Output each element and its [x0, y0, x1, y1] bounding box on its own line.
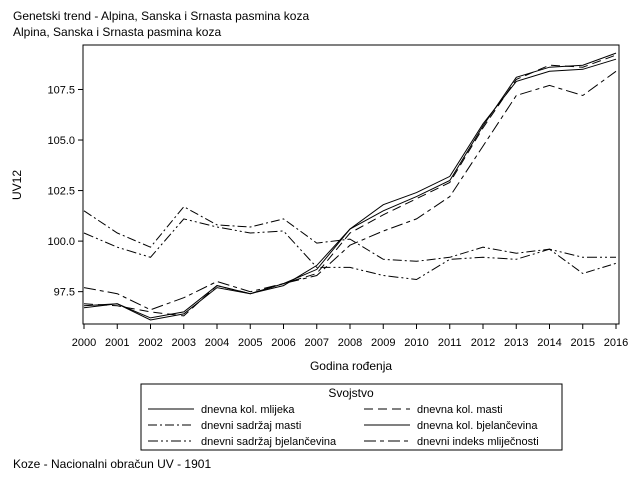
- x-tick-label: 2001: [105, 337, 129, 349]
- plot-frame: [82, 44, 620, 325]
- x-tick-label: 2002: [138, 337, 162, 349]
- x-tick-label: 2003: [172, 337, 196, 349]
- y-axis-label: UV12: [10, 170, 24, 200]
- series-line: [83, 70, 617, 311]
- chart-subtitle: Alpina, Sanska i Srnasta pasmina koza: [13, 25, 222, 39]
- y-tick-label: 102.5: [47, 186, 75, 198]
- x-axis-label: Godina rođenja: [310, 359, 392, 373]
- series-line: [83, 206, 617, 275]
- series-line: [83, 52, 617, 321]
- x-tick-label: 2011: [438, 337, 462, 349]
- legend-label: dnevna kol. masti: [417, 404, 503, 416]
- legend-label: dnevna kol. mlijeka: [201, 404, 295, 416]
- x-tick-label: 2016: [604, 337, 628, 349]
- x-tick-label: 2005: [238, 337, 262, 349]
- x-tick-label: 2007: [305, 337, 329, 349]
- y-tick-label: 105.0: [47, 135, 75, 147]
- y-tick-label: 100.0: [47, 236, 75, 248]
- legend-label: dnevni indeks mliječnosti: [417, 436, 539, 448]
- x-tick-label: 2009: [371, 337, 395, 349]
- y-tick-label: 107.5: [47, 84, 75, 96]
- x-tick-label: 2006: [271, 337, 295, 349]
- legend-title: Svojstvo: [328, 386, 374, 400]
- legend-box: [140, 383, 563, 451]
- series-line: [83, 58, 617, 319]
- x-tick-label: 2015: [571, 337, 595, 349]
- x-tick-label: 2000: [72, 337, 96, 349]
- x-tick-label: 2010: [404, 337, 428, 349]
- x-tick-label: 2004: [205, 337, 229, 349]
- x-tick-label: 2014: [537, 337, 561, 349]
- legend: Svojstvo dnevna kol. mlijeka dnevna kol. …: [140, 383, 563, 451]
- legend-label: dnevna kol. bjelančevina: [417, 420, 538, 432]
- series-group: [83, 52, 617, 321]
- legend-label: dnevni sadržaj masti: [201, 420, 301, 432]
- y-axis: 97.5 100.0 102.5 105.0 107.5: [47, 84, 83, 299]
- chart-title: Genetski trend - Alpina, Sanska i Srnast…: [13, 9, 310, 23]
- legend-items: dnevna kol. mlijeka dnevna kol. masti dnev…: [148, 404, 539, 448]
- x-tick-label: 2012: [471, 337, 495, 349]
- x-axis: 2000 2001 2002 2003 2004 2005 2006 2007 2008 2009…: [72, 324, 628, 349]
- x-tick-label: 2013: [504, 337, 528, 349]
- series-line: [83, 218, 616, 281]
- footnote: Koze - Nacionalni obračun UV - 1901: [13, 457, 212, 471]
- x-tick-label: 2008: [338, 337, 362, 349]
- y-tick-label: 97.5: [54, 287, 75, 299]
- series-line: [83, 54, 617, 317]
- legend-label: dnevni sadržaj bjelančevina: [201, 436, 337, 448]
